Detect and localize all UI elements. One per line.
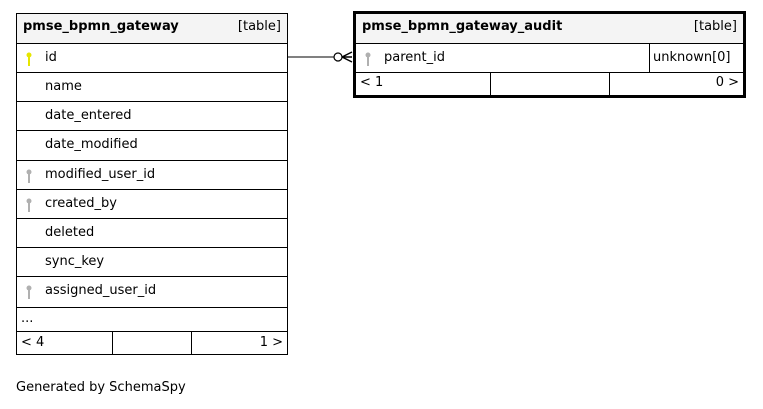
foreign-key-icon [26, 285, 32, 299]
column-name: modified_user_id [45, 167, 156, 182]
table-kind: [table] [693, 19, 737, 34]
column-name: name [45, 79, 82, 94]
column-row[interactable]: date_modified [17, 130, 287, 160]
column-row[interactable]: created_by [17, 189, 287, 218]
more-label: ... [21, 311, 34, 326]
column-name: deleted [45, 225, 95, 240]
column-name: id [45, 50, 57, 65]
foreign-key-icon [365, 52, 371, 66]
column-row[interactable]: sync_key [17, 247, 287, 276]
column-row[interactable]: date_entered [17, 101, 287, 130]
table-header[interactable]: pmse_bpmn_gateway_audit [table] [356, 14, 743, 43]
column-row[interactable]: deleted [17, 218, 287, 247]
column-name: sync_key [45, 254, 105, 269]
children-count[interactable]: 1 > [259, 335, 283, 350]
column-row[interactable]: parent_id unknown[0] [356, 43, 743, 72]
foreign-key-icon [26, 198, 32, 212]
children-count[interactable]: 0 > [715, 75, 739, 90]
column-name: parent_id [384, 50, 445, 65]
table-name: pmse_bpmn_gateway [23, 19, 179, 34]
column-row[interactable]: modified_user_id [17, 160, 287, 189]
parents-count[interactable]: < 4 [21, 335, 45, 350]
table-pmse-bpmn-gateway-audit[interactable]: pmse_bpmn_gateway_audit [table] parent_i… [353, 11, 746, 98]
column-name: assigned_user_id [45, 283, 157, 298]
primary-key-icon [26, 52, 32, 66]
table-name: pmse_bpmn_gateway_audit [362, 19, 563, 34]
table-kind: [table] [237, 19, 281, 34]
column-row[interactable]: assigned_user_id [17, 276, 287, 306]
column-row[interactable]: id [17, 43, 287, 72]
foreign-key-icon [26, 169, 32, 183]
column-name: created_by [45, 196, 117, 211]
table-header[interactable]: pmse_bpmn_gateway [table] [17, 14, 287, 43]
more-columns: ... [17, 307, 287, 331]
table-pmse-bpmn-gateway[interactable]: pmse_bpmn_gateway [table] id name date_ent… [16, 13, 288, 355]
table-footer: < 4 1 > [17, 331, 287, 355]
column-row[interactable]: name [17, 72, 287, 101]
column-name: date_modified [45, 137, 138, 152]
parents-count[interactable]: < 1 [360, 75, 384, 90]
table-footer: < 1 0 > [356, 72, 743, 95]
generated-by-label: Generated by SchemaSpy [16, 380, 186, 395]
column-name: date_entered [45, 108, 132, 123]
column-type: unknown[0] [653, 50, 731, 65]
